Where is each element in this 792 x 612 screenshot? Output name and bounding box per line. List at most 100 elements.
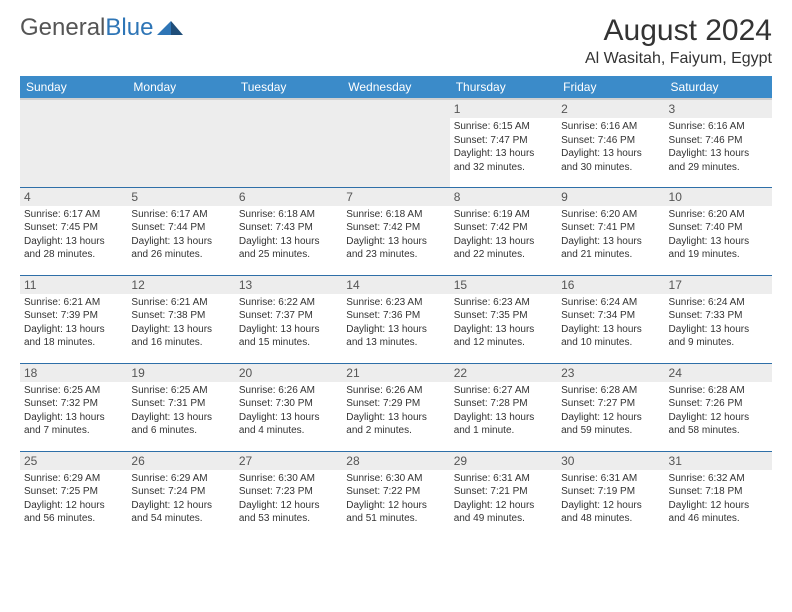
calendar-day-cell: 25Sunrise: 6:29 AMSunset: 7:25 PMDayligh… [20, 451, 127, 539]
day-number: 31 [665, 452, 772, 470]
sunset-line: Sunset: 7:23 PM [239, 485, 338, 499]
month-title: August 2024 [585, 14, 772, 48]
sunset-line: Sunset: 7:19 PM [561, 485, 660, 499]
sunrise-line: Sunrise: 6:30 AM [346, 472, 445, 486]
day-number: 16 [557, 276, 664, 294]
daylight-line: Daylight: 12 hours and 51 minutes. [346, 499, 445, 526]
sunrise-line: Sunrise: 6:26 AM [346, 384, 445, 398]
sunrise-line: Sunrise: 6:30 AM [239, 472, 338, 486]
weekday-header: Sunday [20, 76, 127, 99]
page-header: GeneralBlue August 2024 Al Wasitah, Faiy… [20, 14, 772, 68]
sunset-line: Sunset: 7:39 PM [24, 309, 123, 323]
logo: GeneralBlue [20, 14, 183, 42]
sunset-line: Sunset: 7:22 PM [346, 485, 445, 499]
day-number: 29 [450, 452, 557, 470]
day-number: 28 [342, 452, 449, 470]
day-number: 9 [557, 188, 664, 206]
calendar-day-cell: 22Sunrise: 6:27 AMSunset: 7:28 PMDayligh… [450, 363, 557, 451]
day-number: 20 [235, 364, 342, 382]
calendar-day-cell: 8 Sunrise: 6:19 AMSunset: 7:42 PMDaylight… [450, 187, 557, 275]
day-number: 15 [450, 276, 557, 294]
sunrise-line: Sunrise: 6:21 AM [131, 296, 230, 310]
calendar-day-cell: 29 Sunrise: 6:31 AMSunset: 7:21 PMDayligh… [450, 451, 557, 539]
weekday-header: Friday [557, 76, 664, 99]
sunrise-line: Sunrise: 6:32 AM [669, 472, 768, 486]
sunset-line: Sunset: 7:46 PM [561, 134, 660, 148]
sunrise-line: Sunrise: 6:23 AM [454, 296, 553, 310]
daylight-line: Daylight: 12 hours and 54 minutes. [131, 499, 230, 526]
daylight-line: Daylight: 13 hours and 13 minutes. [346, 323, 445, 350]
calendar-week-row: 18Sunrise: 6:25 AMSunset: 7:32 PMDayligh… [20, 363, 772, 451]
daylight-line: Daylight: 12 hours and 59 minutes. [561, 411, 660, 438]
daylight-line: Daylight: 12 hours and 56 minutes. [24, 499, 123, 526]
day-number: 25 [20, 452, 127, 470]
daylight-line: Daylight: 13 hours and 18 minutes. [24, 323, 123, 350]
day-number: 1 [450, 100, 557, 118]
daylight-line: Daylight: 13 hours and 9 minutes. [669, 323, 768, 350]
sunrise-line: Sunrise: 6:26 AM [239, 384, 338, 398]
calendar-day-cell: 10Sunrise: 6:20 AMSunset: 7:40 PMDayligh… [665, 187, 772, 275]
sunset-line: Sunset: 7:42 PM [346, 221, 445, 235]
weekday-header: Wednesday [342, 76, 449, 99]
daylight-line: Daylight: 13 hours and 6 minutes. [131, 411, 230, 438]
sunset-line: Sunset: 7:21 PM [454, 485, 553, 499]
sunset-line: Sunset: 7:30 PM [239, 397, 338, 411]
calendar-day-cell: 11Sunrise: 6:21 AMSunset: 7:39 PMDayligh… [20, 275, 127, 363]
daylight-line: Daylight: 13 hours and 16 minutes. [131, 323, 230, 350]
weekday-header: Monday [127, 76, 234, 99]
daylight-line: Daylight: 13 hours and 19 minutes. [669, 235, 768, 262]
calendar-day-cell: 15Sunrise: 6:23 AMSunset: 7:35 PMDayligh… [450, 275, 557, 363]
daylight-line: Daylight: 13 hours and 32 minutes. [454, 147, 553, 174]
calendar-week-row: 4Sunrise: 6:17 AMSunset: 7:45 PMDaylight… [20, 187, 772, 275]
day-number: 11 [20, 276, 127, 294]
sunset-line: Sunset: 7:41 PM [561, 221, 660, 235]
daylight-line: Daylight: 13 hours and 1 minute. [454, 411, 553, 438]
sunset-line: Sunset: 7:24 PM [131, 485, 230, 499]
calendar-day-cell: 27Sunrise: 6:30 AMSunset: 7:23 PMDayligh… [235, 451, 342, 539]
day-number: 2 [557, 100, 664, 118]
daylight-line: Daylight: 13 hours and 22 minutes. [454, 235, 553, 262]
sunrise-line: Sunrise: 6:29 AM [131, 472, 230, 486]
day-number: 13 [235, 276, 342, 294]
daylight-line: Daylight: 13 hours and 10 minutes. [561, 323, 660, 350]
calendar-day-cell: 13Sunrise: 6:22 AMSunset: 7:37 PMDayligh… [235, 275, 342, 363]
sunrise-line: Sunrise: 6:27 AM [454, 384, 553, 398]
daylight-line: Daylight: 12 hours and 58 minutes. [669, 411, 768, 438]
day-number: 4 [20, 188, 127, 206]
logo-text-1: General [20, 14, 105, 42]
calendar-page: GeneralBlue August 2024 Al Wasitah, Faiy… [0, 0, 792, 549]
day-number: 19 [127, 364, 234, 382]
sunset-line: Sunset: 7:31 PM [131, 397, 230, 411]
calendar-day-cell: 12Sunrise: 6:21 AMSunset: 7:38 PMDayligh… [127, 275, 234, 363]
sunrise-line: Sunrise: 6:31 AM [561, 472, 660, 486]
sunrise-line: Sunrise: 6:31 AM [454, 472, 553, 486]
calendar-day-cell: 2Sunrise: 6:16 AMSunset: 7:46 PMDaylight… [557, 99, 664, 187]
daylight-line: Daylight: 12 hours and 49 minutes. [454, 499, 553, 526]
sunrise-line: Sunrise: 6:19 AM [454, 208, 553, 222]
sunrise-line: Sunrise: 6:25 AM [131, 384, 230, 398]
day-number: 17 [665, 276, 772, 294]
weekday-header-row: SundayMondayTuesdayWednesdayThursdayFrid… [20, 76, 772, 99]
sunrise-line: Sunrise: 6:20 AM [669, 208, 768, 222]
calendar-day-cell: 23Sunrise: 6:28 AMSunset: 7:27 PMDayligh… [557, 363, 664, 451]
calendar-table: SundayMondayTuesdayWednesdayThursdayFrid… [20, 76, 772, 539]
daylight-line: Daylight: 13 hours and 23 minutes. [346, 235, 445, 262]
day-number: 18 [20, 364, 127, 382]
day-number: 6 [235, 188, 342, 206]
sunrise-line: Sunrise: 6:25 AM [24, 384, 123, 398]
location-label: Al Wasitah, Faiyum, Egypt [585, 50, 772, 68]
sunset-line: Sunset: 7:42 PM [454, 221, 553, 235]
day-number: 22 [450, 364, 557, 382]
sunrise-line: Sunrise: 6:28 AM [669, 384, 768, 398]
daylight-line: Daylight: 12 hours and 53 minutes. [239, 499, 338, 526]
daylight-line: Daylight: 13 hours and 28 minutes. [24, 235, 123, 262]
day-number: 3 [665, 100, 772, 118]
calendar-day-cell: 1Sunrise: 6:15 AMSunset: 7:47 PMDaylight… [450, 99, 557, 187]
sunset-line: Sunset: 7:32 PM [24, 397, 123, 411]
sunset-line: Sunset: 7:36 PM [346, 309, 445, 323]
day-number: 8 [450, 188, 557, 206]
daylight-line: Daylight: 13 hours and 15 minutes. [239, 323, 338, 350]
calendar-day-cell: 3Sunrise: 6:16 AMSunset: 7:46 PMDaylight… [665, 99, 772, 187]
sunset-line: Sunset: 7:44 PM [131, 221, 230, 235]
calendar-day-cell: 31Sunrise: 6:32 AMSunset: 7:18 PMDayligh… [665, 451, 772, 539]
